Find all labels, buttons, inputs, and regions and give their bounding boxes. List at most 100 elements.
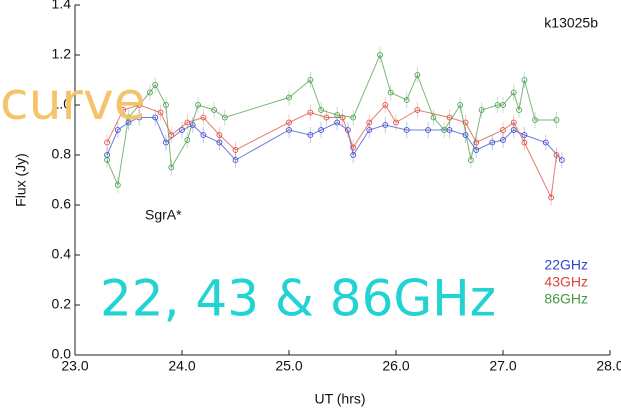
overlay-text: curve bbox=[0, 72, 146, 132]
data-point bbox=[350, 114, 357, 121]
data-point bbox=[136, 102, 143, 108]
data-point bbox=[521, 139, 528, 146]
data-point bbox=[334, 119, 341, 126]
data-point bbox=[548, 194, 555, 201]
data-point bbox=[168, 164, 175, 171]
y-tick-label: 0.2 bbox=[52, 296, 72, 312]
data-point bbox=[232, 157, 239, 163]
data-point bbox=[307, 77, 314, 83]
data-point bbox=[403, 97, 410, 103]
data-point bbox=[350, 152, 357, 158]
data-point bbox=[521, 132, 528, 138]
data-point bbox=[104, 157, 110, 163]
data-point bbox=[462, 119, 469, 126]
data-point bbox=[200, 114, 207, 121]
data-point bbox=[146, 89, 153, 96]
x-tick-label: 26.0 bbox=[382, 358, 409, 374]
data-point bbox=[521, 77, 528, 83]
x-tick-label: 23.0 bbox=[61, 358, 88, 374]
data-point bbox=[489, 139, 496, 146]
y-tick-label: 0.8 bbox=[52, 146, 72, 162]
data-point bbox=[441, 127, 448, 133]
x-tick-label: 27.0 bbox=[489, 358, 516, 374]
data-point bbox=[114, 127, 121, 133]
data-point bbox=[152, 114, 159, 121]
data-point bbox=[382, 102, 389, 108]
data-point bbox=[473, 139, 480, 146]
data-point bbox=[500, 127, 506, 133]
data-point bbox=[553, 117, 560, 123]
y-tick-label: 1.4 bbox=[52, 0, 72, 12]
data-point bbox=[425, 127, 432, 133]
data-point bbox=[157, 109, 164, 116]
data-point bbox=[179, 127, 185, 133]
data-point bbox=[414, 107, 421, 113]
data-point bbox=[350, 144, 357, 151]
series-line bbox=[106, 117, 563, 161]
data-point bbox=[163, 139, 169, 146]
data-point bbox=[200, 132, 207, 138]
data-point bbox=[510, 127, 517, 133]
data-point bbox=[184, 137, 191, 143]
legend-entry: 22GHz bbox=[544, 257, 588, 273]
annotation: SgrA* bbox=[145, 207, 182, 223]
data-point bbox=[318, 127, 325, 133]
data-point bbox=[221, 114, 228, 121]
data-point bbox=[104, 139, 110, 146]
data-point bbox=[366, 119, 373, 126]
data-point bbox=[500, 102, 506, 108]
data-point bbox=[211, 107, 218, 113]
data-point bbox=[120, 107, 127, 113]
data-point bbox=[195, 102, 201, 108]
y-axis-label: Flux (Jy) bbox=[13, 153, 29, 207]
legend-entry: 86GHz bbox=[544, 291, 588, 307]
data-point bbox=[510, 89, 517, 96]
data-point bbox=[542, 139, 549, 146]
data-point bbox=[232, 147, 239, 153]
data-point bbox=[478, 107, 485, 113]
data-point bbox=[366, 127, 373, 133]
data-point bbox=[318, 107, 325, 113]
data-point bbox=[553, 152, 560, 158]
x-tick-label: 25.0 bbox=[275, 358, 302, 374]
y-tick-label: 0.4 bbox=[52, 246, 72, 262]
y-tick-label: 0.0 bbox=[52, 346, 72, 362]
x-tick-label: 28.0 bbox=[596, 358, 621, 374]
data-point bbox=[387, 89, 394, 96]
data-point bbox=[216, 132, 223, 138]
data-point bbox=[286, 127, 292, 133]
x-axis-label: UT (hrs) bbox=[314, 391, 365, 407]
data-point bbox=[125, 114, 132, 121]
data-point bbox=[382, 122, 389, 128]
data-point bbox=[430, 114, 437, 121]
data-point bbox=[184, 119, 191, 126]
data-point bbox=[286, 119, 292, 126]
data-point bbox=[339, 114, 346, 121]
data-point bbox=[163, 102, 169, 108]
x-tick-label: 24.0 bbox=[168, 358, 195, 374]
data-point bbox=[136, 114, 143, 121]
data-point bbox=[558, 157, 565, 163]
data-point bbox=[114, 182, 121, 188]
data-point bbox=[403, 127, 410, 133]
data-point bbox=[532, 117, 538, 123]
overlay-text: 22, 43 & 86GHz bbox=[100, 270, 496, 328]
series-line bbox=[106, 104, 557, 200]
data-point bbox=[216, 139, 223, 146]
data-point bbox=[510, 119, 517, 126]
legend-entry: 43GHz bbox=[544, 274, 588, 290]
data-point bbox=[307, 132, 314, 138]
data-point bbox=[334, 112, 341, 118]
y-tick-label: 0.6 bbox=[52, 196, 72, 212]
series-line bbox=[106, 53, 557, 187]
data-point bbox=[500, 137, 506, 143]
data-point bbox=[473, 147, 480, 153]
data-point bbox=[516, 107, 522, 113]
data-point bbox=[377, 52, 383, 58]
data-point bbox=[152, 82, 159, 88]
data-point bbox=[457, 102, 464, 108]
data-point bbox=[323, 114, 330, 121]
data-point bbox=[467, 157, 474, 163]
data-point bbox=[414, 72, 421, 78]
